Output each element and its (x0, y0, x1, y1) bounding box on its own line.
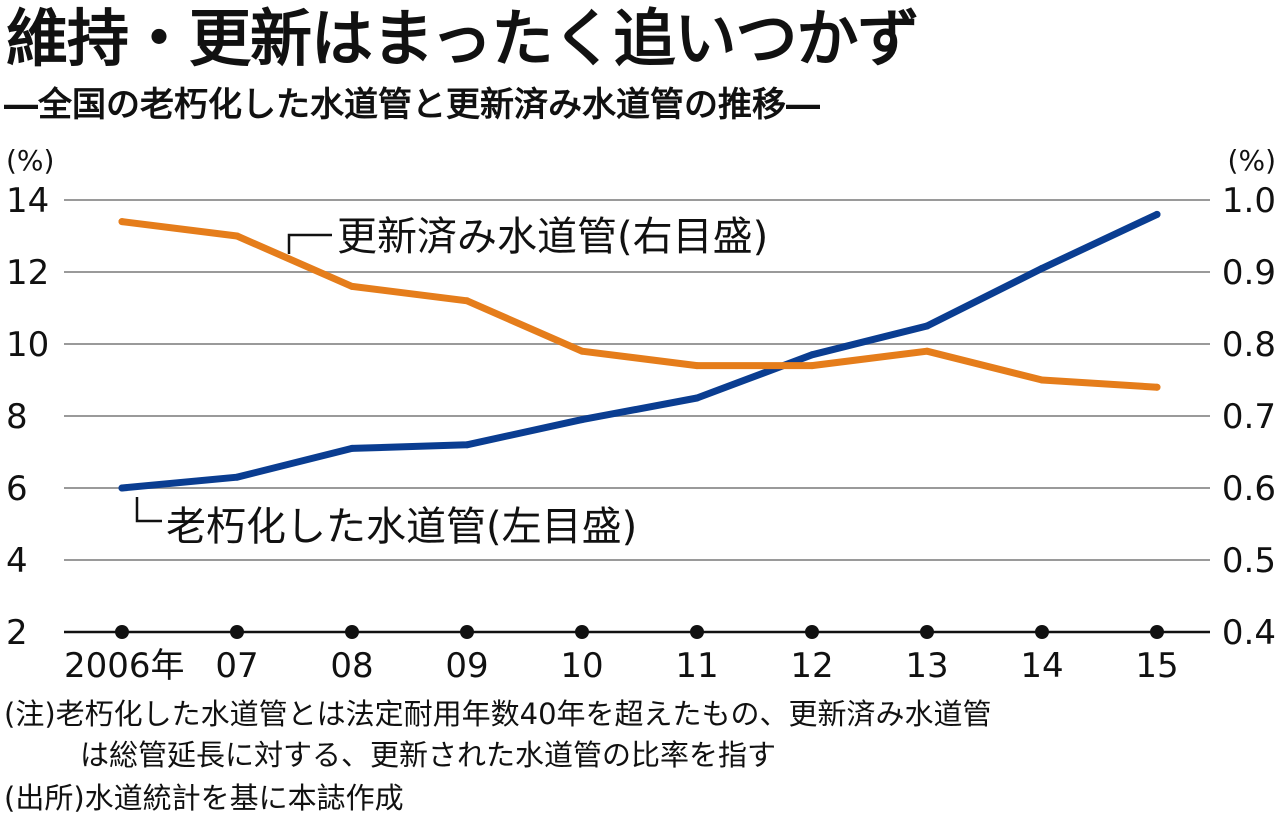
x-axis-dot (460, 625, 474, 639)
renewed-pipes-point (118, 218, 126, 226)
renewed-pipes-point (808, 362, 816, 370)
left-tick-label: 8 (6, 397, 28, 437)
renewed-pipes-point (923, 347, 931, 355)
x-axis-dot (575, 625, 589, 639)
aging-pipes-point (348, 444, 356, 452)
renewed-pipes-point (578, 347, 586, 355)
x-axis-dot (805, 625, 819, 639)
left-tick-label: 4 (6, 541, 28, 581)
x-axis-dot (230, 625, 244, 639)
right-tick-label: 0.5 (1222, 541, 1276, 581)
chart-subtitle: ―全国の老朽化した水道管と更新済み水道管の推移― (4, 85, 820, 125)
x-tick-label: 15 (1135, 646, 1178, 686)
renewed-pipes-point (233, 232, 241, 240)
aging-pipes-line (118, 210, 1161, 492)
renewed-label-leader (287, 233, 332, 254)
left-tick-label: 2 (6, 613, 28, 653)
right-tick-label: 1.0 (1222, 181, 1276, 221)
aging-pipes-point (233, 473, 241, 481)
right-axis-unit: (%) (1228, 144, 1276, 177)
note-line-2: は総管延長に対する、更新された水道管の比率を指す (80, 738, 777, 772)
aging-pipes-point (578, 416, 586, 424)
note-line-1: (注)老朽化した水道管とは法定耐用年数40年を超えたもの、更新済み水道管 (4, 697, 992, 731)
x-tick-label: 09 (445, 646, 488, 686)
renewed-pipes-point (1153, 383, 1161, 391)
aging-pipes-point (1038, 264, 1046, 272)
renewed-pipes-line (118, 218, 1161, 391)
x-axis-dot (1035, 625, 1049, 639)
left-tick-label: 10 (6, 325, 49, 365)
x-axis-dot (690, 625, 704, 639)
aging-label-leader (135, 497, 162, 523)
x-axis-dot (345, 625, 359, 639)
aging-pipes-point (693, 394, 701, 402)
right-tick-label: 0.8 (1222, 325, 1276, 365)
left-axis-unit: (%) (6, 144, 54, 177)
x-axis-dot (115, 625, 129, 639)
aging-pipes-point (1153, 210, 1161, 218)
left-tick-label: 12 (6, 253, 49, 293)
right-tick-label: 0.9 (1222, 253, 1276, 293)
renewed-series-label: 更新済み水道管(右目盛) (337, 214, 768, 260)
x-tick-label: 14 (1020, 646, 1063, 686)
renewed-pipes-point (693, 362, 701, 370)
x-tick-label: 11 (675, 646, 718, 686)
right-tick-label: 0.7 (1222, 397, 1276, 437)
x-tick-label: 2006年 (64, 646, 185, 686)
renewed-pipes-point (1038, 376, 1046, 384)
x-tick-label: 10 (560, 646, 603, 686)
renewed-pipes-point (463, 297, 471, 305)
aging-series-label: 老朽化した水道管(左目盛) (166, 504, 637, 550)
renewed-pipes-point (348, 282, 356, 290)
left-tick-label: 6 (6, 469, 28, 509)
x-tick-label: 13 (905, 646, 948, 686)
left-tick-label: 14 (6, 181, 49, 221)
chart-title: 維持・更新はまったく追いつかず (6, 2, 920, 75)
source-note: (出所)水道統計を基に本誌作成 (4, 781, 404, 815)
x-axis-dot (920, 625, 934, 639)
x-tick-label: 12 (790, 646, 833, 686)
aging-pipes-point (463, 441, 471, 449)
x-tick-label: 07 (215, 646, 258, 686)
aging-pipes-point (923, 322, 931, 330)
right-tick-label: 0.4 (1222, 613, 1276, 653)
x-tick-label: 08 (330, 646, 373, 686)
aging-pipes-point (118, 484, 126, 492)
right-tick-label: 0.6 (1222, 469, 1276, 509)
aging-pipes-point (808, 351, 816, 359)
x-axis-dot (1150, 625, 1164, 639)
